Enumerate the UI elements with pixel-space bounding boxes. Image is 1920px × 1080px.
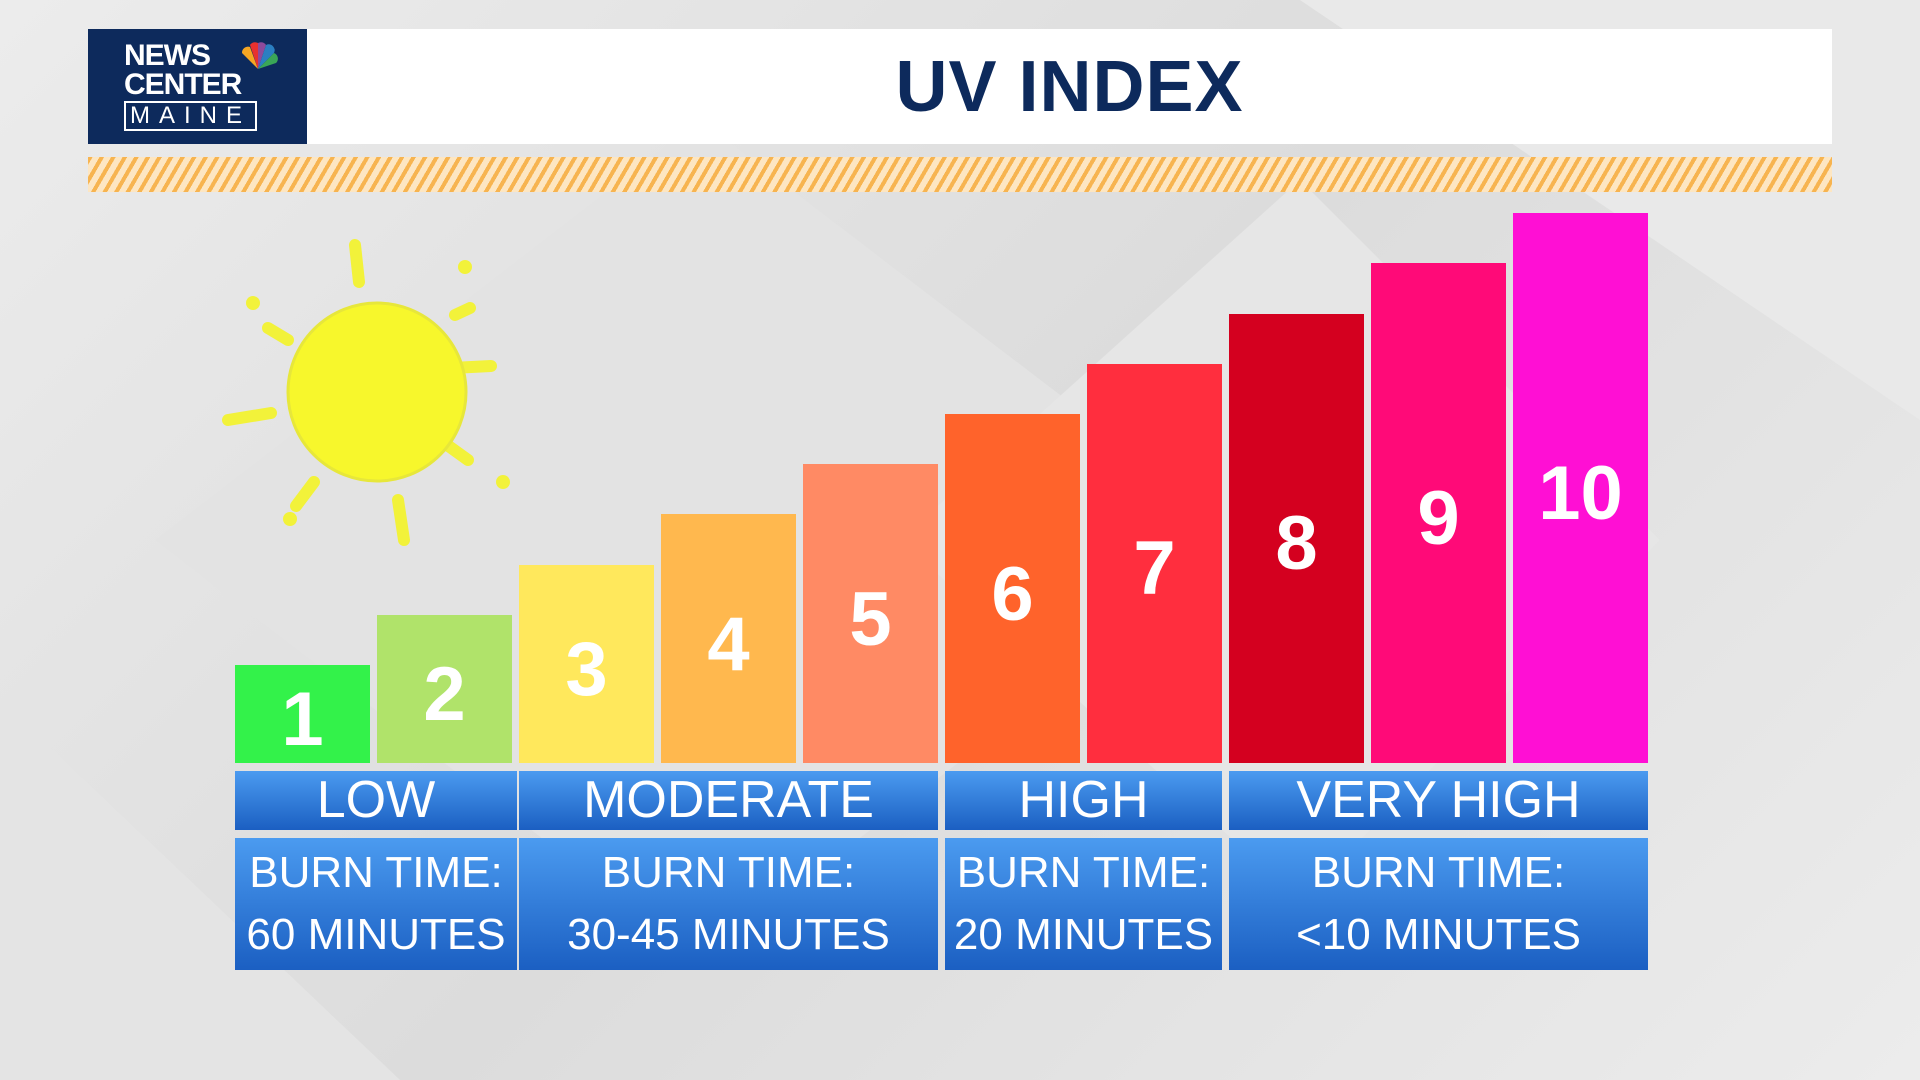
uv-value: 10 — [1538, 451, 1623, 537]
logo: NEWS CENTER MAINE — [88, 29, 307, 144]
uv-value: 5 — [849, 576, 892, 662]
uv-value: 8 — [1275, 501, 1318, 587]
sun — [222, 239, 510, 546]
risk-level: MODERATE — [519, 771, 938, 830]
title: UV INDEX — [895, 46, 1244, 127]
hatch-strip — [88, 157, 1832, 192]
uv-bar — [377, 614, 512, 763]
uv-bar — [803, 464, 938, 763]
uv-bar — [945, 414, 1080, 763]
burn-title: BURN TIME: — [249, 848, 503, 897]
risk-label: LOW — [316, 771, 436, 829]
uv-value: 2 — [423, 651, 466, 737]
uv-bar — [235, 665, 370, 763]
burn-time: 30-45 MINUTES — [567, 910, 890, 959]
uv-bar — [1513, 213, 1648, 763]
uv-bar — [519, 564, 654, 763]
burn-title: BURN TIME: — [601, 848, 856, 897]
risk-label: MODERATE — [583, 771, 874, 829]
uv-value: 4 — [707, 601, 750, 687]
risk-label: HIGH — [1018, 771, 1149, 829]
burn-box: BURN TIME: 60 MINUTES — [235, 838, 517, 970]
peacock — [241, 42, 278, 69]
logo-line: MAINE — [124, 101, 258, 131]
uv-bar — [1371, 263, 1506, 763]
burn-box: BURN TIME: 20 MINUTES — [945, 838, 1222, 970]
uv-value: 6 — [991, 551, 1034, 637]
burn-time: 20 MINUTES — [953, 910, 1214, 959]
risk-level: VERY HIGH — [1229, 771, 1648, 830]
burn-box: BURN TIME: 30-45 MINUTES — [519, 838, 938, 970]
logo-line: CENTER — [124, 68, 242, 101]
logo-line: NEWS — [124, 39, 211, 72]
uv-value: 1 — [281, 677, 324, 762]
burn-box: BURN TIME: <10 MINUTES — [1229, 838, 1648, 970]
risk-level: LOW — [235, 771, 517, 830]
burn-time: 60 MINUTES — [246, 910, 506, 959]
burn-title: BURN TIME: — [1311, 848, 1566, 897]
uv-bar — [1087, 363, 1222, 763]
uv-bar — [1229, 313, 1364, 763]
risk-level: HIGH — [945, 771, 1222, 830]
uv-value: 7 — [1133, 526, 1176, 612]
burn-title: BURN TIME: — [956, 848, 1211, 897]
uv-value: 9 — [1417, 476, 1460, 562]
risk-label: VERY HIGH — [1296, 771, 1581, 829]
burn-time: <10 MINUTES — [1296, 910, 1581, 959]
uv-value: 3 — [565, 626, 608, 712]
uv-bar — [661, 514, 796, 763]
title-bar: UV INDEX — [307, 29, 1832, 144]
